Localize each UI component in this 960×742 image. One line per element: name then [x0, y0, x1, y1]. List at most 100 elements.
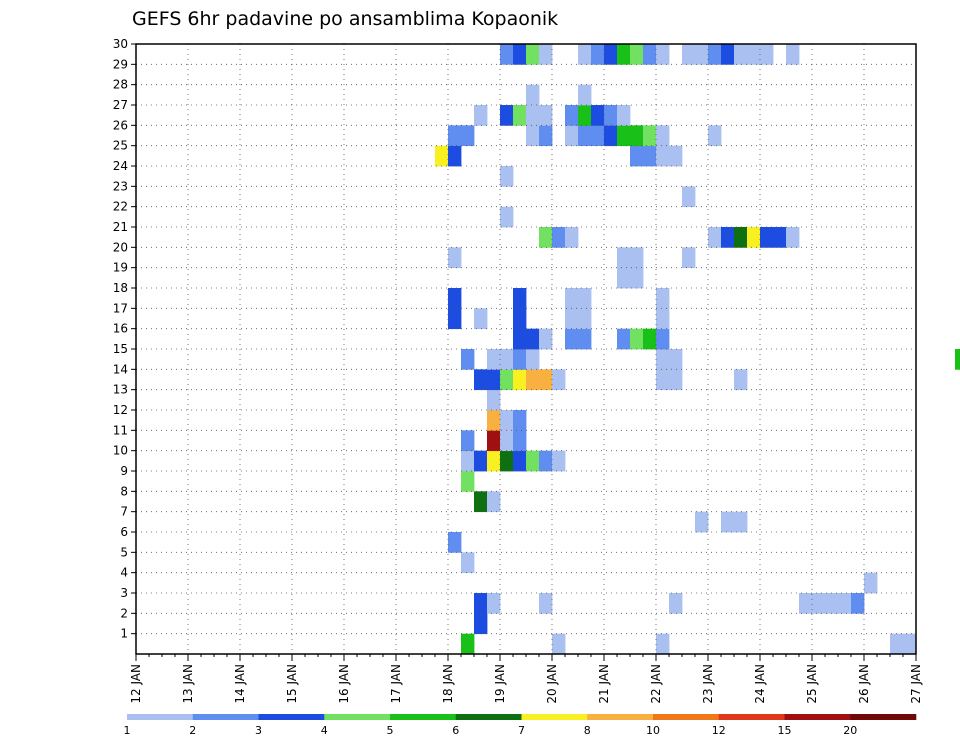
data-cell	[513, 105, 527, 126]
data-cell	[448, 308, 462, 330]
colorbar-legend: 1 2 3 4 5 6 7 8 10 12 15 20	[124, 714, 917, 737]
data-cell	[513, 369, 527, 391]
data-cell	[526, 349, 540, 370]
data-cell	[552, 633, 566, 655]
data-cell	[630, 145, 644, 167]
colorbar-label: 12	[712, 724, 726, 737]
data-cell	[851, 593, 865, 614]
data-cell	[708, 227, 722, 248]
data-cell	[565, 328, 579, 350]
data-cell	[617, 105, 631, 126]
x-tick-label: 15 JAN	[285, 664, 299, 704]
data-cell	[773, 227, 787, 248]
data-cell	[682, 186, 696, 208]
data-cell	[734, 227, 748, 248]
data-cell	[682, 247, 696, 269]
data-cell	[500, 450, 514, 472]
y-tick-label: 15	[113, 342, 128, 356]
y-tick-label: 12	[113, 403, 128, 417]
y-tick-label: 10	[113, 444, 128, 458]
colorbar-swatch	[521, 714, 588, 720]
data-cell	[448, 145, 462, 167]
data-cell	[526, 105, 540, 126]
data-cell	[734, 511, 748, 533]
data-cell	[643, 328, 657, 350]
data-cell	[487, 593, 501, 614]
data-cell	[799, 593, 813, 614]
data-cell	[513, 328, 527, 350]
data-cell	[656, 145, 670, 167]
data-cell	[578, 328, 592, 350]
x-tick-label: 27 JAN	[909, 664, 923, 704]
data-cell	[617, 44, 631, 65]
data-cell	[526, 125, 540, 147]
data-cell	[474, 491, 488, 513]
data-cell	[487, 450, 501, 472]
y-tick-label: 18	[113, 281, 128, 295]
data-cell	[487, 349, 501, 370]
data-cell	[903, 633, 917, 655]
data-cell	[539, 369, 553, 391]
x-tick-label: 26 JAN	[857, 664, 871, 704]
data-cell	[539, 593, 553, 614]
data-cell	[487, 369, 501, 391]
data-cell	[461, 633, 475, 655]
colorbar-swatch	[718, 714, 785, 720]
data-cell	[604, 44, 618, 65]
data-cell	[643, 145, 657, 167]
data-cell	[474, 593, 488, 614]
data-cell	[656, 328, 670, 350]
data-cell	[500, 166, 514, 187]
data-cell	[604, 125, 618, 147]
data-cell	[500, 349, 514, 370]
data-cell	[669, 349, 683, 370]
data-cell	[786, 44, 800, 65]
colorbar-swatch	[192, 714, 259, 720]
data-cell	[656, 44, 670, 65]
y-tick-label: 4	[120, 566, 128, 580]
data-cell	[591, 44, 605, 65]
data-cell	[591, 105, 605, 126]
data-cell	[578, 105, 592, 126]
data-cell	[656, 633, 670, 655]
data-cell	[656, 288, 670, 309]
x-tick-label: 18 JAN	[441, 664, 455, 704]
data-cell	[487, 491, 501, 513]
y-tick-label: 17	[113, 301, 128, 315]
data-cell	[721, 44, 735, 65]
y-tick-label: 21	[113, 220, 128, 234]
data-cell	[513, 44, 527, 65]
data-cell	[435, 145, 449, 167]
y-tick-label: 20	[113, 240, 128, 254]
x-tick-label: 19 JAN	[493, 664, 507, 704]
colorbar-swatch	[653, 714, 720, 720]
colorbar-label: 5	[387, 724, 394, 737]
data-cell	[448, 532, 462, 553]
data-cell	[487, 410, 501, 431]
data-cell	[578, 125, 592, 147]
data-cell	[500, 430, 514, 452]
data-cell	[526, 450, 540, 472]
data-cell	[630, 267, 644, 289]
data-cell	[708, 125, 722, 147]
colorbar-label: 3	[255, 724, 262, 737]
data-cell	[578, 288, 592, 309]
x-tick-label: 20 JAN	[545, 664, 559, 704]
data-cell	[643, 44, 657, 65]
colorbar-swatch	[127, 714, 194, 720]
data-cell	[578, 44, 592, 65]
y-tick-label: 13	[113, 383, 128, 397]
data-cell	[721, 511, 735, 533]
data-cell	[825, 593, 839, 614]
data-cell	[812, 593, 826, 614]
data-cell	[539, 105, 553, 126]
data-cell	[500, 369, 514, 391]
data-cell	[617, 267, 631, 289]
y-tick-label: 8	[120, 484, 128, 498]
y-tick-label: 11	[113, 423, 128, 437]
data-cell	[695, 44, 709, 65]
data-cell	[552, 450, 566, 472]
y-tick-label: 19	[113, 261, 128, 275]
data-cell	[474, 613, 488, 635]
y-tick-label: 9	[120, 464, 128, 478]
